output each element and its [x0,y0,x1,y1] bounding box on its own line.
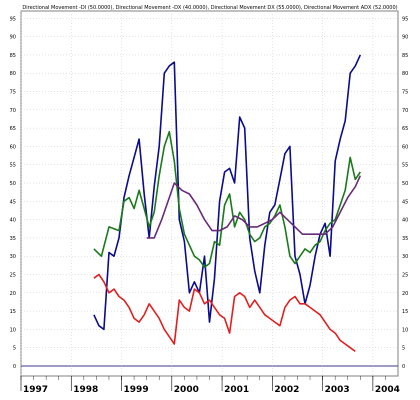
y-tick-label-left: 20 [10,291,16,297]
chart-title: Directional Movement -DI (50.0000), Dire… [22,5,397,11]
y-tick-label-left: 75 [10,90,16,96]
y-tick-label-right: 10 [402,327,408,333]
y-tick-label-right: 95 [402,16,408,22]
series-line-0 [93,54,362,331]
y-tick-label-right: 30 [402,254,408,260]
y-tick-label-left: 55 [10,163,16,169]
grid [20,11,398,376]
y-tick-label-left: 30 [10,254,16,260]
x-tick-label: 2002 [274,385,299,395]
y-tick-label-left: 85 [10,53,16,59]
y-tick-label-right: 50 [402,181,408,187]
series-line-1 [93,131,361,269]
y-tick-label-right: 35 [402,236,408,242]
y-tick-label-left: 35 [10,236,16,242]
x-tick-label: 2001 [224,385,249,395]
y-tick-label-left: 10 [10,327,16,333]
y-tick-label-right: 0 [402,364,405,370]
y-tick-label-left: 0 [13,364,16,370]
x-tick-label: 1997 [23,385,48,395]
y-tick-label-right: 60 [402,144,408,150]
y-tick-label-right: 15 [402,309,408,315]
x-tick-label: 2000 [174,385,199,395]
y-tick-label-left: 65 [10,126,16,132]
y-tick-label-right: 85 [402,53,408,59]
y-tick-label-right: 25 [402,273,408,279]
y-tick-label-left: 50 [10,181,16,187]
y-tick-label-right: 40 [402,218,408,224]
y-tick-label-left: 60 [10,144,16,150]
y-tick-label-right: 5 [402,346,405,352]
y-tick-label-left: 45 [10,199,16,205]
y-tick-label-left: 90 [10,35,16,41]
y-tick-label-right: 45 [402,199,408,205]
y-tick-label-right: 20 [402,291,408,297]
x-tick-label: 1999 [124,385,149,395]
y-tick-label-right: 70 [402,108,408,114]
y-tick-label-right: 65 [402,126,408,132]
y-tick-label-right: 80 [402,71,408,77]
y-tick-label-right: 75 [402,90,408,96]
y-tick-label-left: 15 [10,309,16,315]
y-tick-label-left: 70 [10,108,16,114]
series-line-3 [146,175,362,239]
x-axis-ticks: 1997 1998 1999 2000 2001 2002 2003 2004 [20,376,400,395]
y-tick-label-left: 5 [13,346,16,352]
y-tick-label-left: 40 [10,218,16,224]
y-tick-label-right: 90 [402,35,408,41]
x-tick-label: 1998 [73,385,98,395]
series-group [93,54,362,353]
x-tick-label: 2004 [375,385,400,395]
x-tick-label: 2003 [325,385,350,395]
series-line-2 [93,273,356,353]
y-tick-label-right: 55 [402,163,408,169]
y-tick-label-left: 25 [10,273,16,279]
y-tick-label-left: 80 [10,71,16,77]
y-tick-label-left: 95 [10,16,16,22]
